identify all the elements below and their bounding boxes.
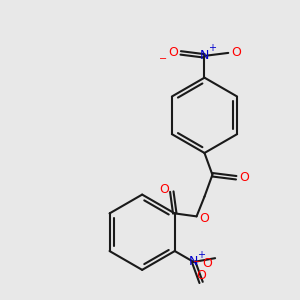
Text: O: O: [202, 256, 212, 270]
Text: −: −: [193, 257, 201, 267]
Text: +: +: [196, 250, 205, 260]
Text: −: −: [159, 54, 167, 64]
Text: N: N: [200, 50, 209, 62]
Text: N: N: [189, 256, 198, 268]
Text: O: O: [200, 212, 209, 225]
Text: O: O: [239, 171, 249, 184]
Text: O: O: [159, 183, 169, 196]
Text: +: +: [208, 43, 216, 53]
Text: O: O: [168, 46, 178, 59]
Text: O: O: [196, 269, 206, 282]
Text: O: O: [231, 46, 241, 59]
